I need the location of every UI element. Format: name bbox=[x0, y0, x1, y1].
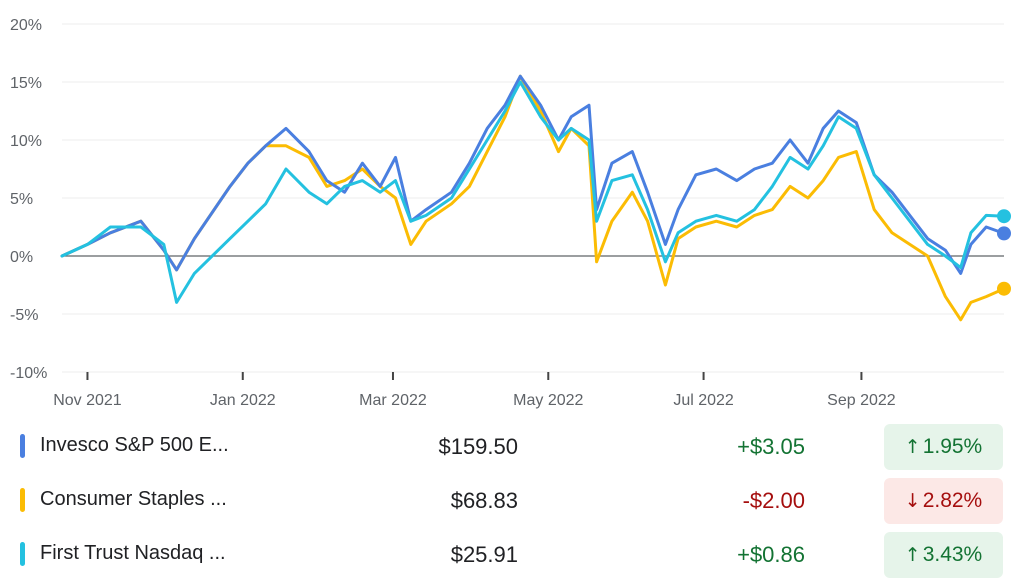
series-color-swatch bbox=[20, 434, 25, 458]
series-end-dots bbox=[997, 209, 1011, 296]
series-change: +$3.05 bbox=[737, 434, 805, 459]
arrow-down-icon: ↓ bbox=[904, 490, 921, 512]
series-name: First Trust Nasdaq ... bbox=[40, 542, 226, 564]
series-end-dot-2 bbox=[997, 209, 1011, 224]
series-price: $68.83 bbox=[450, 488, 518, 513]
y-tick-label: 15% bbox=[10, 75, 42, 92]
line-chart: 20% 15% 10% 5% 0% -5% -10% Nov 2021 Jan 2022 Mar… bbox=[10, 17, 1011, 409]
series-color-swatch bbox=[20, 542, 25, 566]
legend-row-0[interactable]: Invesco S&P 500 E... $159.50 +$3.05 ↑ 1.… bbox=[0, 422, 1024, 470]
series-end-dot-0 bbox=[997, 226, 1011, 241]
series-change: -$2.00 bbox=[742, 488, 805, 513]
y-tick-label: -5% bbox=[10, 307, 38, 324]
percent-change-badge: ↓ 2.82% bbox=[884, 478, 1003, 524]
series-lines bbox=[60, 74, 1006, 322]
series-name: Invesco S&P 500 E... bbox=[40, 434, 229, 456]
y-tick-label: 20% bbox=[10, 17, 42, 34]
percent-change-badge: ↑ 3.43% bbox=[884, 532, 1003, 578]
x-tick-label: May 2022 bbox=[513, 392, 583, 409]
series-name: Consumer Staples ... bbox=[40, 488, 227, 510]
legend-row-1[interactable]: Consumer Staples ... $68.83 -$2.00 ↓ 2.8… bbox=[0, 476, 1024, 524]
percent-change-value: 3.43% bbox=[922, 543, 983, 566]
y-tick-label: 5% bbox=[10, 191, 33, 208]
series-change: +$0.86 bbox=[737, 542, 805, 567]
percent-change-badge: ↑ 1.95% bbox=[884, 424, 1003, 470]
series-end-dot-1 bbox=[997, 281, 1011, 296]
legend-row-2[interactable]: First Trust Nasdaq ... $25.91 +$0.86 ↑ 3… bbox=[0, 530, 1024, 578]
y-tick-label: -10% bbox=[10, 365, 47, 382]
x-tick-label: Nov 2021 bbox=[53, 392, 122, 409]
x-tick-label: Mar 2022 bbox=[359, 392, 427, 409]
percent-change-value: 1.95% bbox=[922, 435, 983, 458]
x-tick-label: Jan 2022 bbox=[210, 392, 276, 409]
series-price: $159.50 bbox=[438, 434, 518, 459]
series-price: $25.91 bbox=[450, 542, 518, 567]
grid-lines bbox=[62, 23, 1004, 373]
series-line-2 bbox=[60, 80, 1006, 304]
arrow-up-icon: ↑ bbox=[904, 544, 921, 566]
series-color-swatch bbox=[20, 488, 25, 512]
x-axis-ticks: Nov 2021 Jan 2022 Mar 2022 May 2022 Jul 2022… bbox=[53, 372, 896, 409]
x-tick-label: Sep 2022 bbox=[827, 392, 896, 409]
arrow-up-icon: ↑ bbox=[904, 436, 921, 458]
y-tick-label: 10% bbox=[10, 133, 42, 150]
x-tick-label: Jul 2022 bbox=[673, 392, 734, 409]
percent-change-value: 2.82% bbox=[922, 489, 983, 512]
y-axis-tick-labels: 20% 15% 10% 5% 0% -5% -10% bbox=[10, 17, 47, 382]
y-tick-label: 0% bbox=[10, 249, 33, 266]
